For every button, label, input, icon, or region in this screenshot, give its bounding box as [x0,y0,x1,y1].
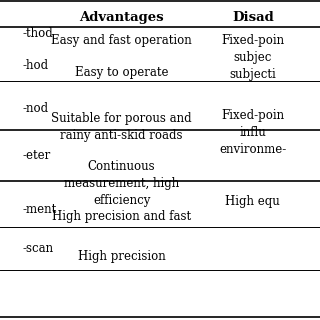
Text: -thod: -thod [22,27,53,40]
Text: Fixed-poin
subjec
subjecti: Fixed-poin subjec subjecti [221,34,284,81]
Text: Easy and fast operation: Easy and fast operation [51,34,192,47]
Text: -scan: -scan [22,242,53,254]
Text: High precision and fast: High precision and fast [52,210,191,223]
Text: Suitable for porous and
rainy anti-skid roads: Suitable for porous and rainy anti-skid … [51,112,192,142]
Text: -ment: -ment [22,203,57,216]
Text: -hod: -hod [22,59,49,72]
Text: -nod: -nod [22,102,49,115]
Text: Easy to operate: Easy to operate [75,66,168,79]
Text: Continuous
measurement, high
efficiency: Continuous measurement, high efficiency [64,160,179,207]
Text: -eter: -eter [22,149,51,162]
Text: High equ: High equ [225,195,280,208]
Text: Fixed-poin
influ
environme-: Fixed-poin influ environme- [219,109,286,156]
Text: Disad: Disad [232,11,274,24]
Text: High precision: High precision [78,250,165,263]
Text: Advantages: Advantages [79,11,164,24]
